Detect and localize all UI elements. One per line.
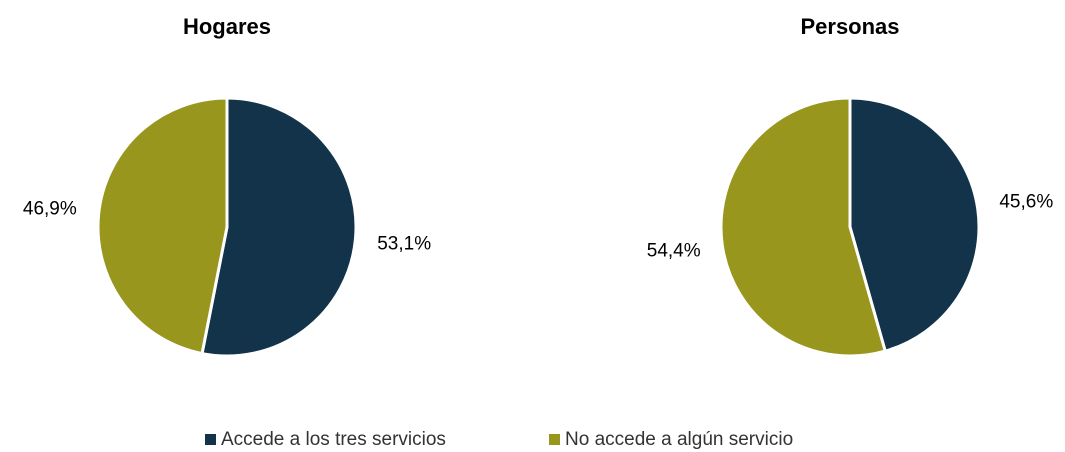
legend-swatch <box>549 434 560 445</box>
data-label: 53,1% <box>377 233 431 254</box>
legend-label: Accede a los tres servicios <box>221 429 446 450</box>
legend-swatch <box>205 434 216 445</box>
legend-label: No accede a algún servicio <box>565 429 793 450</box>
data-label: 54,4% <box>647 241 701 262</box>
chart-title: Hogares <box>183 14 271 39</box>
chart-title: Personas <box>800 14 899 39</box>
data-label: 46,9% <box>23 199 77 220</box>
pie-slice <box>96 96 229 356</box>
pie-slice <box>848 96 981 353</box>
pie-slice <box>719 96 888 358</box>
data-label: 45,6% <box>999 191 1053 212</box>
pie-slice <box>200 96 358 358</box>
